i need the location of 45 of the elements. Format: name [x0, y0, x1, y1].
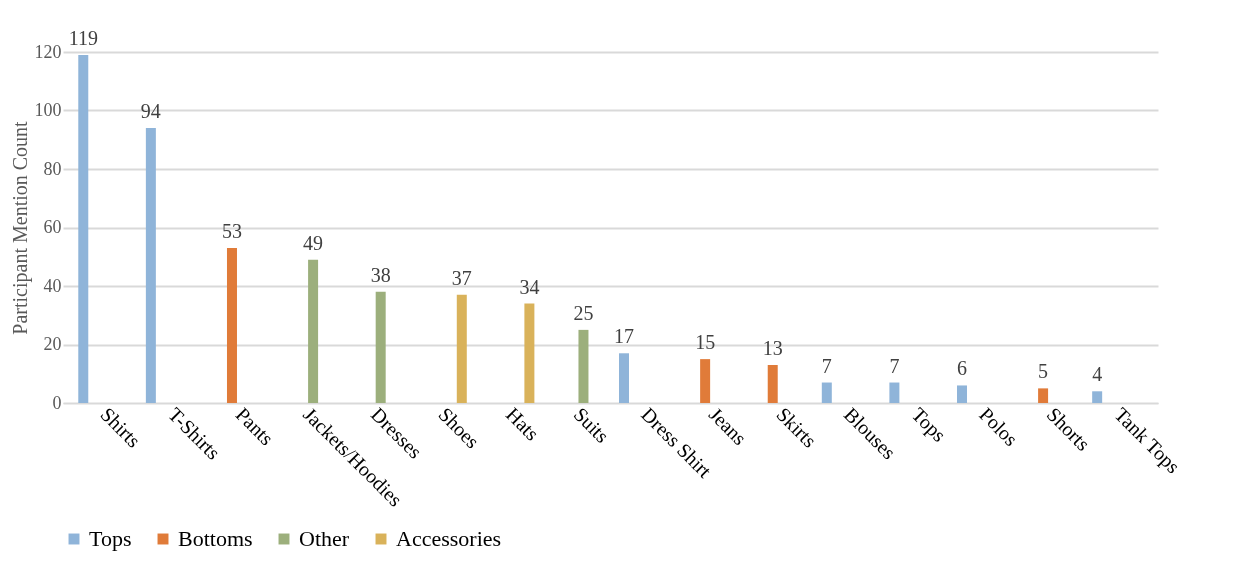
- data-label: 7: [821, 354, 832, 377]
- bar: [226, 247, 237, 403]
- bar: [1092, 391, 1103, 403]
- bar: [956, 385, 967, 403]
- data-label: 25: [573, 301, 594, 324]
- y-tick-label: 60: [43, 217, 62, 237]
- bar: [375, 291, 386, 403]
- data-label: 34: [519, 275, 540, 298]
- data-label: 13: [762, 336, 783, 359]
- legend-label: Bottoms: [178, 526, 253, 551]
- data-label: 94: [140, 100, 161, 123]
- y-tick-label: 40: [43, 275, 62, 296]
- y-tick-label: 20: [43, 334, 62, 354]
- data-label: 53: [221, 219, 242, 242]
- bar: [767, 364, 778, 403]
- x-tick-label: Hats: [502, 403, 544, 445]
- data-label: 5: [1038, 360, 1049, 383]
- y-tick-label: 120: [34, 41, 62, 62]
- bar: [308, 259, 319, 403]
- data-label: 17: [614, 325, 635, 348]
- bar: [78, 54, 89, 403]
- legend-label: Tops: [89, 526, 132, 551]
- data-label: 119: [68, 26, 98, 49]
- bar: [524, 303, 535, 403]
- bar: [700, 359, 711, 403]
- bar: [821, 382, 832, 403]
- bar: [619, 353, 630, 403]
- legend-label: Accessories: [396, 526, 502, 551]
- bar: [145, 128, 156, 403]
- bar: [889, 382, 900, 403]
- data-label: 6: [956, 357, 967, 380]
- bar: [578, 329, 589, 403]
- data-label: 7: [889, 354, 900, 377]
- data-label: 37: [451, 266, 472, 289]
- legend-label: Other: [299, 526, 350, 551]
- data-label: 15: [695, 331, 716, 354]
- bar: [1038, 388, 1049, 403]
- data-label: 38: [370, 263, 391, 286]
- data-label: 49: [303, 231, 324, 254]
- y-axis-title: Participant Mention Count: [8, 120, 32, 335]
- y-tick-label: 80: [43, 158, 62, 179]
- y-tick-label: 0: [52, 392, 62, 413]
- y-tick-label: 100: [34, 100, 62, 120]
- data-label: 4: [1092, 363, 1103, 386]
- bar: [456, 294, 467, 403]
